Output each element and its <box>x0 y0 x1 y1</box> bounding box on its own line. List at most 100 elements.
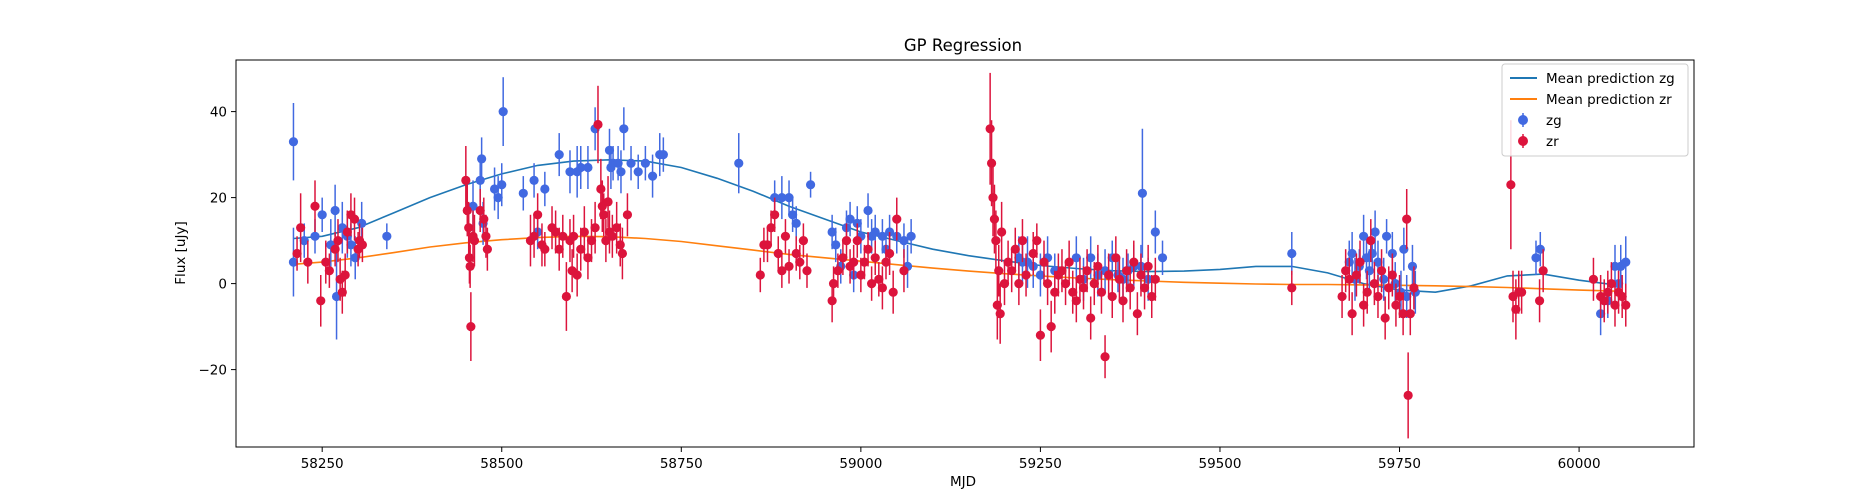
zr-point <box>1398 309 1408 319</box>
y-tick-label: 20 <box>210 191 227 207</box>
zg-point <box>870 227 880 237</box>
zr-point <box>884 248 895 259</box>
zr-point <box>1129 257 1139 267</box>
x-tick-label: 59250 <box>1019 456 1062 472</box>
x-tick-label: 58500 <box>480 456 523 472</box>
zg-point <box>1086 253 1096 263</box>
zr-point <box>622 210 633 220</box>
zr-point <box>466 322 476 332</box>
zr-point <box>572 270 582 280</box>
zr-point <box>1347 309 1357 319</box>
zr-point <box>863 244 873 254</box>
x-tick-label: 60000 <box>1558 456 1601 472</box>
legend: Mean prediction zg Mean prediction zr zg… <box>1501 63 1689 157</box>
zg-point <box>288 137 299 147</box>
zr-point <box>827 296 837 306</box>
zg-point <box>382 231 392 241</box>
zr-point <box>881 257 891 267</box>
y-axis: −20 0 20 40 <box>199 105 236 379</box>
zr-point <box>607 231 617 241</box>
zr-point <box>1355 257 1365 267</box>
zr-point <box>1538 266 1548 276</box>
zg-point <box>1381 231 1392 241</box>
zg-point <box>658 150 668 160</box>
zr-point <box>755 270 765 280</box>
zg-point <box>1157 253 1168 263</box>
zr-point <box>561 291 571 302</box>
zr-point <box>1506 180 1516 190</box>
zg-point <box>877 231 888 241</box>
zr-point <box>1122 266 1132 276</box>
zg-point <box>310 231 320 241</box>
zg-point <box>633 167 643 177</box>
zr-point <box>1114 274 1125 284</box>
zr-point <box>1107 291 1117 302</box>
zr-point <box>1082 266 1092 276</box>
zr-point <box>1007 266 1017 276</box>
zr-point <box>1362 287 1372 297</box>
zg-point <box>583 162 593 173</box>
zr-point <box>333 236 343 246</box>
zr-point <box>780 231 791 241</box>
zr-point <box>462 205 472 216</box>
zr-point <box>615 240 625 250</box>
zg-point <box>788 210 798 220</box>
zr-point <box>1096 287 1107 297</box>
zr-point <box>1021 270 1031 280</box>
zg-point <box>330 205 340 216</box>
zg-point <box>554 150 564 160</box>
legend-zg-marker <box>1518 115 1528 125</box>
zg-point <box>576 162 586 173</box>
zr-point <box>1384 283 1394 293</box>
zr-point <box>349 214 360 224</box>
zr-point <box>1057 266 1067 276</box>
zr-point <box>1373 291 1383 302</box>
zr-point <box>1132 309 1142 319</box>
zr-point <box>1403 390 1413 400</box>
zr-point <box>612 223 622 233</box>
zg-point <box>1137 188 1148 198</box>
zr-point <box>1136 270 1146 280</box>
zr-point <box>1028 248 1038 259</box>
zr-point <box>1068 287 1078 297</box>
zr-point <box>870 253 880 263</box>
x-tick-label: 59500 <box>1198 456 1241 472</box>
x-tick-label: 58750 <box>660 456 703 472</box>
zr-point <box>997 227 1007 237</box>
y-axis-label: Flux [uJy] <box>173 221 189 284</box>
zr-point <box>995 309 1005 319</box>
zr-point <box>994 266 1004 276</box>
zg-point <box>1621 257 1631 267</box>
zr-point <box>1344 274 1354 284</box>
zr-point <box>986 158 997 168</box>
zr-point <box>1588 274 1599 284</box>
zr-point <box>1351 270 1362 280</box>
y-tick-label: 40 <box>210 105 227 121</box>
zg-point <box>734 158 744 168</box>
chart-title: GP Regression <box>904 36 1022 55</box>
zr-point <box>1039 257 1049 267</box>
zr-point <box>1341 266 1351 276</box>
zr-point <box>586 236 597 246</box>
zr-point <box>1139 283 1150 293</box>
zr-point <box>316 296 326 306</box>
zr-point <box>465 261 475 271</box>
zg-point <box>777 193 787 203</box>
legend-box <box>1501 63 1689 157</box>
series-zr <box>292 72 1631 439</box>
zr-point <box>599 210 609 220</box>
legend-zr-marker <box>1518 136 1528 146</box>
zr-point <box>479 214 489 224</box>
zg-point <box>299 236 309 246</box>
zr-point <box>303 257 313 267</box>
zg-point <box>805 180 816 190</box>
zr-point <box>576 244 586 254</box>
zg-point <box>288 257 299 267</box>
zr-point <box>1042 279 1053 289</box>
zg-point <box>1531 253 1541 263</box>
zr-point <box>540 244 550 254</box>
zr-point <box>1402 214 1412 224</box>
zr-point <box>1387 270 1397 280</box>
zg-point <box>616 167 626 177</box>
zr-point <box>1337 291 1347 302</box>
